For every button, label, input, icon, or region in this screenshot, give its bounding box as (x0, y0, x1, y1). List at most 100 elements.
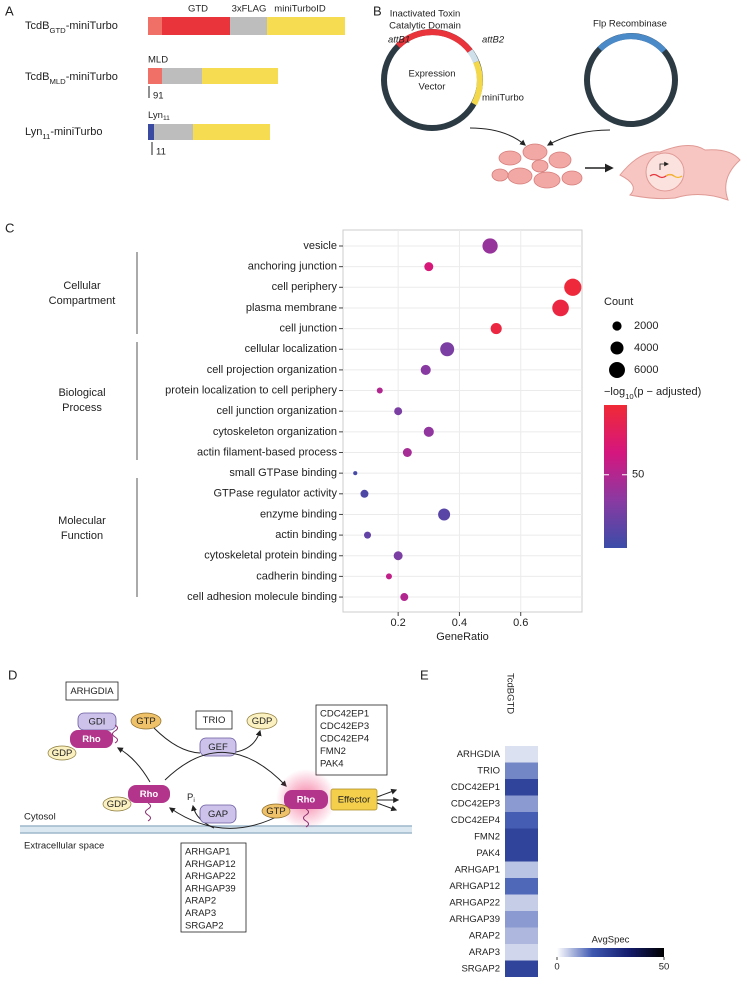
y-tick-label: cell periphery (272, 281, 338, 293)
label: Effector (338, 795, 371, 806)
colorbar (604, 405, 627, 548)
lipid-tail (112, 724, 118, 744)
group-label: Process (62, 402, 102, 414)
column-label: TcdBGTD (504, 673, 515, 714)
flp-insert (597, 33, 667, 54)
y-tick-label: actin filament-based process (197, 446, 338, 458)
arrow (469, 127, 526, 146)
label-part: -miniTurbo (66, 71, 118, 83)
y-tick-label: cell junction (280, 323, 337, 335)
dot (424, 262, 434, 272)
effector-list-box (315, 704, 388, 776)
label: Lyn11-miniTurbo (25, 126, 102, 141)
arrow (164, 751, 287, 787)
arrow (116, 747, 151, 783)
dot (376, 387, 383, 394)
panel-letter: E (420, 667, 429, 682)
panel-letter: B (373, 3, 382, 18)
label-subscript: 11 (163, 115, 170, 122)
colorbar-label: 50 (632, 469, 644, 481)
y-tick-label: anchoring junction (248, 261, 337, 273)
label: Expression (409, 69, 456, 80)
gap-name: ARHGAP22 (185, 871, 236, 882)
legend-title: Count (604, 296, 633, 308)
dot (482, 238, 498, 254)
arrow (169, 807, 285, 829)
domain-segment (148, 68, 162, 84)
domain-label: miniTurboID (274, 4, 326, 15)
rho (70, 730, 113, 748)
y-tick-label: small GTPase binding (229, 467, 337, 479)
label: TcdBMLD-miniTurbo (25, 71, 118, 86)
gap-name: ARAP2 (185, 896, 216, 907)
heatmap-cell (505, 878, 538, 895)
label: GTP (136, 716, 156, 727)
effector-name: CDC42EP4 (320, 734, 369, 745)
label-part: (p − adjusted) (634, 386, 702, 398)
cell-cluster (491, 143, 583, 189)
dot (360, 489, 369, 498)
label: Catalytic Domain (389, 21, 461, 32)
y-tick-label: cytoskeletal protein binding (204, 550, 337, 562)
colorbar-label: 0 (554, 962, 559, 973)
domain-label: MLD (148, 55, 168, 66)
arrow (546, 129, 611, 146)
heatmap-cell (505, 828, 538, 845)
domain-segment (193, 124, 270, 140)
label: attB2 (482, 35, 505, 46)
row-label: ARAP3 (469, 947, 500, 958)
heatmap-cell (505, 779, 538, 796)
label: Cytosol (24, 812, 56, 823)
position-label: 11 (156, 147, 166, 158)
gdp (246, 712, 278, 730)
label: Extracellular space (24, 841, 104, 852)
panel-letter: C (5, 220, 14, 235)
y-tick-label: enzyme binding (260, 508, 337, 520)
label: GEF (208, 742, 228, 753)
plot-area (342, 229, 583, 613)
label-part: TcdB (25, 20, 49, 32)
membrane (20, 826, 412, 833)
heatmap-cell (505, 894, 538, 911)
label: −log10(p − adjusted) (604, 386, 701, 401)
label-subscript: 10 (625, 392, 634, 401)
gap-name: SRGAP2 (185, 920, 224, 931)
row-label: ARHGAP1 (455, 864, 500, 875)
gtp (130, 712, 162, 730)
label: ARHGDIA (70, 686, 114, 697)
label-part: -miniTurbo (50, 126, 102, 138)
domain-segment (148, 124, 154, 140)
dot (420, 364, 431, 375)
label-part: -miniTurbo (66, 20, 118, 32)
colorbar (557, 948, 664, 957)
row-label: TRIO (477, 765, 500, 776)
arrow (235, 729, 262, 753)
label: Lyn11 (148, 110, 170, 123)
y-tick-label: cytoskeleton organization (213, 426, 337, 438)
label-subscript: MLD (49, 77, 66, 86)
colorbar-label: 50 (659, 962, 670, 973)
heatmap-cell (505, 812, 538, 829)
effector-name: CDC42EP1 (320, 709, 369, 720)
y-tick-label: protein localization to cell periphery (165, 384, 337, 396)
label: GAP (208, 809, 228, 820)
lipid-tail (303, 808, 309, 828)
label: TcdBGTD-miniTurbo (25, 20, 118, 35)
row-label: ARHGAP12 (449, 881, 500, 892)
gdp (102, 796, 132, 812)
gef (199, 737, 237, 757)
label: GDP (252, 716, 273, 727)
gap-name: ARAP3 (185, 908, 216, 919)
label: GTP (266, 806, 286, 817)
x-tick-label: 0.6 (513, 617, 528, 629)
group-label: Compartment (49, 295, 116, 307)
panel-c: C 0.2 0.4 0.6 GeneRatio vesicle anchoring jun… (5, 220, 701, 642)
regulator-box (195, 710, 233, 730)
label: Pi (187, 792, 195, 805)
label-subscript: 11 (42, 132, 50, 141)
row-label: CDC42EP4 (451, 815, 500, 826)
label: Inactivated Toxin (390, 9, 461, 20)
arrow (376, 788, 398, 798)
label-part: TcdB (25, 71, 49, 83)
